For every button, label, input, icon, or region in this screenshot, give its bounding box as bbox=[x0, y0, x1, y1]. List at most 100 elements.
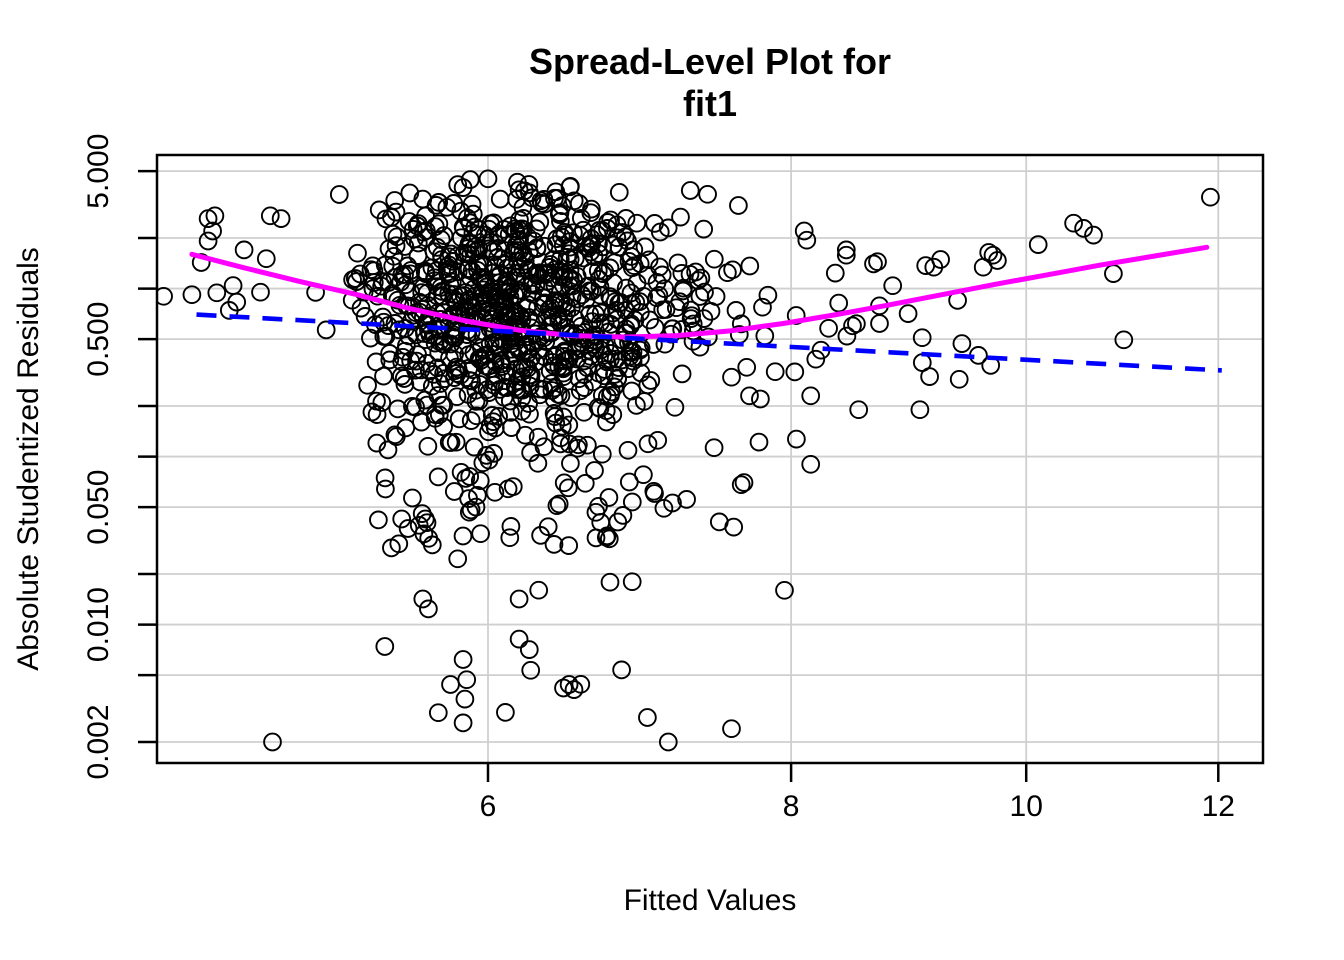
data-point bbox=[372, 393, 392, 412]
data-point bbox=[462, 371, 481, 391]
data-point bbox=[1074, 219, 1093, 238]
data-point bbox=[600, 258, 620, 278]
data-point bbox=[531, 526, 550, 545]
data-point bbox=[598, 219, 617, 238]
data-point bbox=[460, 467, 480, 486]
data-point bbox=[680, 181, 700, 200]
axis-ticks bbox=[138, 169, 1220, 782]
data-point bbox=[534, 437, 554, 457]
data-point bbox=[506, 221, 526, 241]
data-point bbox=[386, 202, 406, 222]
data-point bbox=[597, 412, 616, 432]
data-point bbox=[564, 191, 584, 211]
data-point bbox=[366, 352, 386, 372]
data-point bbox=[480, 334, 500, 354]
data-point bbox=[375, 468, 395, 488]
data-point bbox=[546, 235, 566, 254]
data-point bbox=[496, 703, 515, 722]
data-point bbox=[544, 535, 564, 554]
data-point bbox=[949, 369, 969, 389]
data-point bbox=[198, 231, 218, 251]
data-point bbox=[575, 473, 595, 493]
data-point bbox=[718, 263, 737, 283]
data-point bbox=[375, 637, 395, 656]
chart-title-line1: Spread-Level Plot for bbox=[529, 41, 891, 82]
data-point bbox=[672, 263, 692, 283]
data-point bbox=[621, 316, 640, 336]
data-point bbox=[453, 713, 473, 733]
data-point bbox=[749, 432, 769, 452]
data-point bbox=[535, 194, 554, 214]
data-point bbox=[567, 349, 587, 369]
data-point bbox=[386, 427, 406, 446]
data-point bbox=[564, 223, 583, 243]
data-point bbox=[843, 316, 862, 336]
data-point bbox=[388, 399, 408, 419]
data-point bbox=[608, 368, 628, 388]
data-point bbox=[415, 262, 435, 282]
data-point bbox=[570, 381, 590, 401]
data-point bbox=[529, 580, 549, 600]
data-point bbox=[459, 489, 478, 508]
data-point bbox=[182, 285, 202, 305]
data-point bbox=[527, 266, 547, 286]
data-point bbox=[203, 221, 222, 241]
data-point bbox=[585, 461, 604, 480]
data-point bbox=[361, 328, 380, 348]
data-point bbox=[622, 492, 642, 512]
data-point bbox=[398, 519, 418, 538]
data-point bbox=[461, 500, 481, 520]
data-point bbox=[419, 361, 439, 381]
x-tick-label: 8 bbox=[783, 790, 800, 823]
data-point bbox=[478, 169, 498, 189]
data-point bbox=[205, 206, 225, 226]
data-point bbox=[495, 363, 514, 382]
data-point bbox=[483, 412, 503, 432]
data-point bbox=[1114, 330, 1134, 350]
data-point bbox=[883, 276, 903, 296]
data-point bbox=[599, 529, 619, 549]
data-point bbox=[698, 184, 717, 204]
data-point bbox=[515, 425, 535, 445]
data-point bbox=[691, 268, 711, 288]
data-point bbox=[601, 289, 621, 309]
data-point bbox=[367, 433, 387, 453]
data-point bbox=[758, 285, 778, 305]
data-point bbox=[1084, 225, 1103, 245]
data-point bbox=[392, 509, 412, 529]
data-point bbox=[920, 367, 939, 386]
data-point bbox=[505, 243, 525, 262]
data-point bbox=[461, 411, 481, 430]
data-point bbox=[648, 430, 668, 450]
data-point bbox=[430, 332, 450, 352]
data-point bbox=[505, 304, 524, 324]
data-point bbox=[405, 229, 424, 249]
data-point bbox=[367, 405, 387, 424]
data-point bbox=[509, 629, 529, 649]
axis-tick-labels: 6 8 10 12 5.000 0.500 0.050 0.010 0.002 bbox=[82, 134, 1235, 823]
data-point bbox=[425, 217, 445, 236]
data-point bbox=[534, 288, 553, 308]
data-point bbox=[554, 473, 574, 493]
data-point bbox=[505, 315, 524, 334]
data-point bbox=[509, 180, 529, 200]
data-point bbox=[418, 436, 438, 456]
data-point bbox=[434, 363, 453, 383]
linear-fit-dashed-line bbox=[196, 312, 1222, 373]
y-tick-label: 0.002 bbox=[82, 704, 115, 779]
data-point bbox=[506, 271, 525, 291]
data-point bbox=[694, 219, 714, 239]
y-tick-label: 0.050 bbox=[82, 470, 115, 545]
data-point bbox=[460, 267, 480, 287]
data-point bbox=[775, 580, 794, 600]
chart-title-line2: fit1 bbox=[683, 83, 737, 124]
data-point bbox=[549, 494, 569, 514]
data-point bbox=[409, 515, 429, 535]
data-point bbox=[550, 267, 570, 287]
data-point bbox=[520, 241, 539, 261]
data-point bbox=[521, 660, 541, 680]
data-point bbox=[434, 395, 454, 415]
data-point bbox=[849, 400, 869, 420]
